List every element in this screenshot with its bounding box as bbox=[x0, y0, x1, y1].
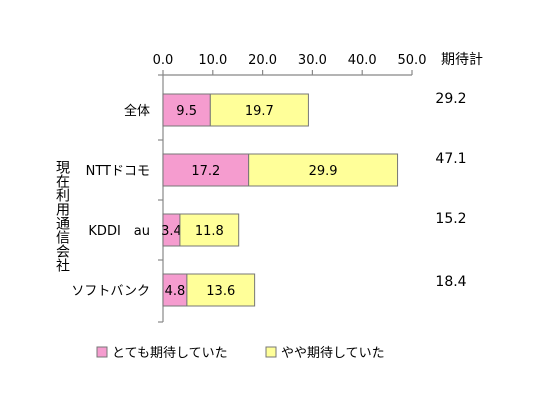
bar-segment bbox=[179, 213, 240, 247]
data-label: 11.8 bbox=[195, 224, 224, 239]
data-label: 17.2 bbox=[191, 164, 220, 179]
legend-swatch bbox=[265, 346, 277, 358]
totals-column: 29.2 47.1 15.2 18.4 bbox=[435, 91, 466, 290]
x-tick-label: 0.0 bbox=[153, 53, 174, 68]
x-tick-label: 50.0 bbox=[398, 53, 427, 68]
bar-segment bbox=[162, 153, 250, 187]
x-tick-label: 10.0 bbox=[198, 53, 227, 68]
category-group-label: 現在利用通信会社 bbox=[54, 160, 70, 272]
legend-swatch bbox=[96, 346, 108, 358]
data-label: 4.8 bbox=[165, 284, 186, 299]
x-axis-ticks: 0.0 10.0 20.0 30.0 40.0 50.0 bbox=[153, 53, 427, 68]
x-tick-label: 40.0 bbox=[348, 53, 377, 68]
totals-header: 期待計 bbox=[441, 52, 483, 68]
legend-label: やや期待していた bbox=[281, 346, 385, 361]
x-tick-label: 20.0 bbox=[248, 53, 277, 68]
category-labels: 全体 NTTドコモ KDDI au ソフトバンク bbox=[71, 103, 150, 299]
data-label: 13.6 bbox=[206, 284, 235, 299]
category-label: KDDI au bbox=[88, 224, 150, 239]
data-label: 19.7 bbox=[245, 104, 274, 119]
total-value: 15.2 bbox=[435, 211, 466, 227]
bar-segment bbox=[248, 153, 399, 187]
x-tick-label: 30.0 bbox=[298, 53, 327, 68]
data-label: 3.4 bbox=[161, 224, 182, 239]
data-label: 29.9 bbox=[309, 164, 338, 179]
data-label: 9.5 bbox=[176, 104, 197, 119]
category-label: ソフトバンク bbox=[71, 284, 150, 299]
total-value: 18.4 bbox=[435, 274, 466, 290]
category-label: NTTドコモ bbox=[86, 164, 150, 179]
legend-label: とても期待していた bbox=[112, 346, 228, 361]
total-value: 47.1 bbox=[435, 151, 466, 167]
legend: とても期待していた やや期待していた bbox=[96, 346, 385, 361]
bar-segment bbox=[209, 93, 309, 127]
bar-segment bbox=[186, 273, 256, 307]
total-value: 29.2 bbox=[435, 91, 466, 107]
bars: 9.5 19.7 17.2 29.9 3.4 11.8 4.8 13.6 bbox=[161, 93, 399, 307]
category-label: 全体 bbox=[124, 103, 150, 119]
